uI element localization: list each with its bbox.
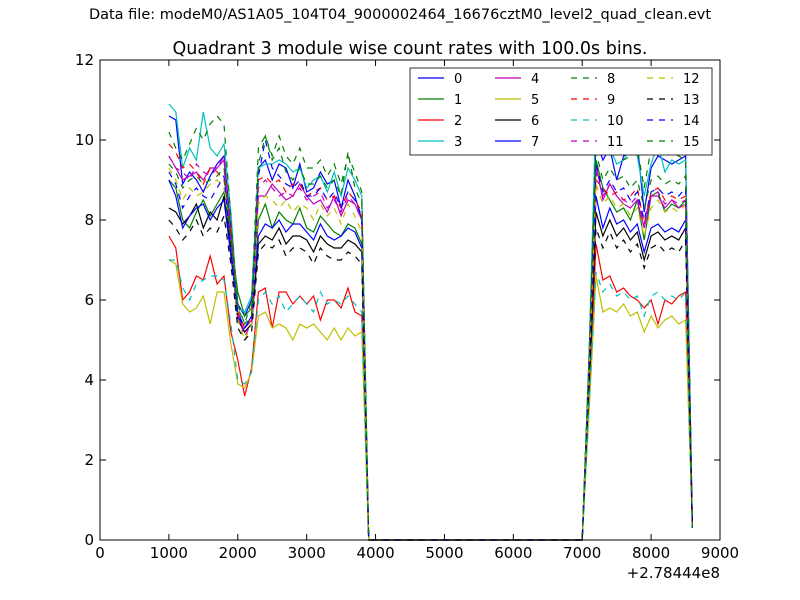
legend-label-4: 4 [531, 72, 539, 87]
x-tick-label: 2000 [219, 544, 257, 562]
legend-label-7: 7 [531, 135, 539, 150]
x-tick-label: 7000 [563, 544, 601, 562]
series-line-15 [168, 133, 693, 541]
series-line-10 [168, 259, 693, 541]
x-tick-label: 8000 [632, 544, 670, 562]
series-line-7 [168, 179, 693, 541]
legend-label-10: 10 [607, 114, 624, 129]
series-line-2 [168, 235, 693, 541]
legend-label-8: 8 [607, 72, 615, 87]
series-line-3 [168, 103, 693, 541]
y-tick-label: 0 [84, 531, 94, 549]
x-tick-label: 3000 [288, 544, 326, 562]
x-tick-label: 4000 [356, 544, 394, 562]
legend-label-11: 11 [607, 135, 624, 150]
x-tick-label: 1000 [150, 544, 188, 562]
series-layer [168, 103, 693, 541]
legend-label-5: 5 [531, 93, 539, 108]
chart-title: Quadrant 3 module wise count rates with … [173, 39, 648, 59]
y-tick-label: 8 [84, 211, 94, 229]
legend-label-12: 12 [683, 72, 700, 87]
series-line-11 [168, 154, 693, 541]
x-tick-label: 6000 [494, 544, 532, 562]
legend-label-9: 9 [607, 93, 615, 108]
legend-label-14: 14 [683, 114, 700, 129]
series-line-5 [168, 259, 693, 541]
ticks-layer: 0 1000 2000 3000 4000 5000 6000 7000 8000 9000 0 2 4… [75, 51, 739, 562]
y-tick-label: 2 [84, 451, 94, 469]
legend-label-2: 2 [454, 114, 462, 129]
legend-label-15: 15 [683, 135, 700, 150]
y-tick-label: 10 [75, 131, 94, 149]
series-line-13 [168, 213, 693, 541]
series-line-4 [168, 155, 693, 541]
y-tick-label: 4 [84, 371, 94, 389]
series-line-12 [168, 167, 693, 541]
y-tick-label: 6 [84, 291, 94, 309]
x-tick-label: 0 [95, 544, 105, 562]
figure-suptitle: Data file: modeM0/AS1A05_104T04_90000024… [88, 7, 712, 23]
legend-label-6: 6 [531, 114, 539, 129]
legend-label-3: 3 [454, 135, 462, 150]
series-line-6 [168, 195, 693, 541]
legend-label-0: 0 [454, 72, 462, 87]
x-offset-text: +2.78444e8 [627, 564, 720, 582]
x-tick-label: 5000 [425, 544, 463, 562]
series-line-9 [168, 143, 693, 541]
legend-label-13: 13 [683, 93, 700, 108]
x-tick-label: 9000 [701, 544, 739, 562]
legend-label-1: 1 [454, 93, 462, 108]
series-line-14 [168, 139, 693, 541]
y-tick-label: 12 [75, 51, 94, 69]
